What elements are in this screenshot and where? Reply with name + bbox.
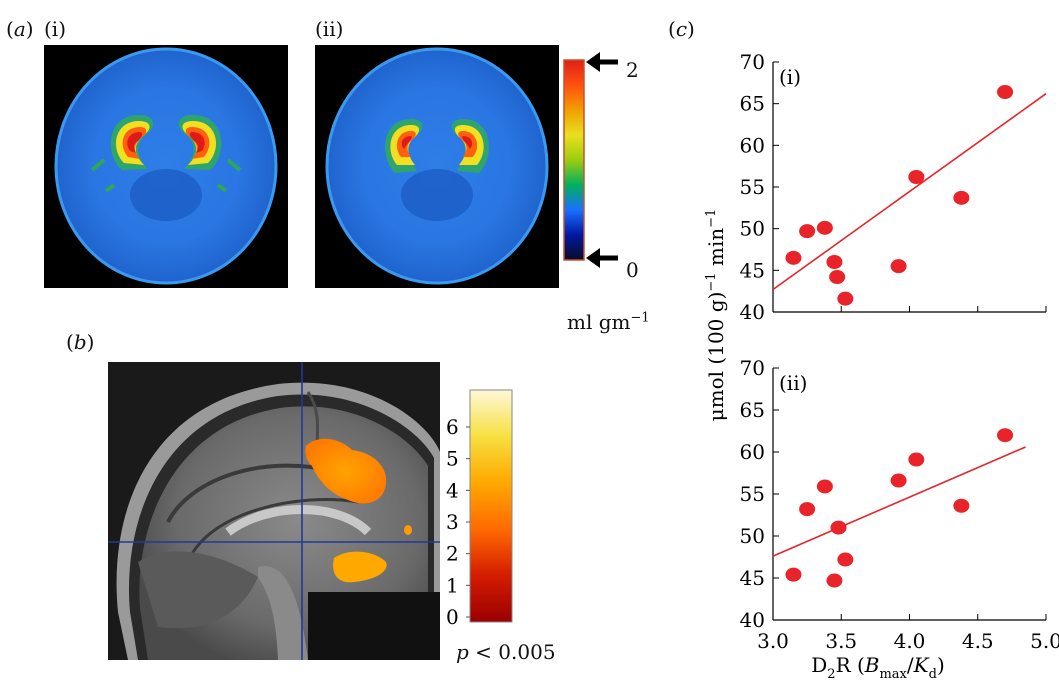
x-tick-label: 3.0 xyxy=(757,629,789,653)
x-tick-label: 5.0 xyxy=(1030,629,1059,653)
y-tick-label: 45 xyxy=(740,258,765,282)
arrow-max-icon xyxy=(586,52,618,72)
x-tick-label: 3.5 xyxy=(825,629,857,653)
data-point xyxy=(837,552,854,567)
colorbar-b-tick: 5 xyxy=(446,447,459,471)
y-tick-label: 50 xyxy=(740,524,765,548)
data-point xyxy=(830,520,847,535)
data-point xyxy=(953,498,970,513)
data-point xyxy=(953,190,970,205)
panel-b-label: (b) xyxy=(66,330,95,354)
colorbar-a-bar xyxy=(563,59,585,261)
p-value-label: p < 0.005 xyxy=(456,640,556,664)
fit-line xyxy=(772,93,1047,291)
colorbar-b: 6 5 4 3 2 1 0 xyxy=(446,389,513,629)
y-tick-label: 70 xyxy=(740,50,765,74)
y-axis-label: μmol (100 g)−1 min−1 xyxy=(704,209,728,422)
arrow-min-icon xyxy=(586,248,618,268)
colorbar-b-tick: 1 xyxy=(446,573,459,597)
scatter-chart-ii: 40 45 50 55 60 65 70 3.0 3.5 4.0 4.5 5.0 (ii) xyxy=(740,356,1059,653)
colorbar-b-tick: 6 xyxy=(446,415,459,439)
data-point xyxy=(829,270,846,284)
data-point xyxy=(826,573,843,588)
colorbar-a-unit: ml gm−1 xyxy=(567,310,650,334)
mri-sagittal-image xyxy=(108,362,440,660)
x-tick-label: 4.0 xyxy=(894,629,926,653)
data-point xyxy=(785,250,802,265)
y-tick-label: 45 xyxy=(740,566,765,590)
colorbar-b-bar xyxy=(469,389,513,623)
data-point xyxy=(890,259,907,274)
colorbar-a-max: 2 xyxy=(626,58,639,82)
data-point xyxy=(997,428,1014,443)
data-point xyxy=(799,502,816,517)
panel-c-label: (c) xyxy=(668,17,695,41)
data-point xyxy=(799,224,816,239)
activation-blob-lower xyxy=(333,551,387,583)
x-tick-label: 4.5 xyxy=(962,629,994,653)
colorbar-b-tick: 0 xyxy=(446,605,459,629)
scatter-figure: 40 45 50 55 60 65 70 (i) 40 45 50 55 60 65 70 3.0 3.5 4.… xyxy=(704,50,1059,682)
y-tick-label: 65 xyxy=(740,92,765,116)
fit-line xyxy=(772,446,1026,557)
colorbar-b-tick: 2 xyxy=(446,542,459,566)
y-tick-label: 40 xyxy=(740,300,765,324)
data-point xyxy=(816,220,833,235)
panel-a-label: (a) xyxy=(6,17,34,41)
data-point xyxy=(908,170,925,184)
panel-a-ii-label: (ii) xyxy=(315,17,344,41)
panel-a-i-label: (i) xyxy=(44,17,67,41)
data-point xyxy=(908,452,925,467)
y-tick-label: 50 xyxy=(740,217,765,241)
data-point xyxy=(997,85,1014,99)
activation-blob-upper xyxy=(305,438,387,504)
data-point xyxy=(816,479,833,494)
data-point xyxy=(785,567,802,582)
subpanel-label: (i) xyxy=(779,65,801,89)
y-tick-label: 70 xyxy=(740,356,765,380)
data-point xyxy=(837,291,854,306)
y-tick-label: 65 xyxy=(740,398,765,422)
data-point xyxy=(826,255,843,269)
pet-image-i xyxy=(44,45,288,288)
y-tick-label: 60 xyxy=(740,440,765,464)
colorbar-b-tick: 4 xyxy=(446,478,459,502)
data-point xyxy=(890,473,907,488)
scatter-chart-i: 40 45 50 55 60 65 70 (i) xyxy=(740,50,1047,324)
y-tick-label: 55 xyxy=(740,482,765,506)
y-tick-label: 60 xyxy=(740,133,765,157)
subpanel-label: (ii) xyxy=(779,371,807,395)
colorbar-a-min: 0 xyxy=(626,258,639,282)
y-tick-label: 40 xyxy=(740,608,765,632)
colorbar-a xyxy=(563,52,618,268)
colorbar-b-tick: 3 xyxy=(446,510,459,534)
y-tick-label: 55 xyxy=(740,175,765,199)
pet-image-ii xyxy=(315,45,559,288)
x-axis-label: D2R (Bmax/Kd) xyxy=(811,653,945,682)
